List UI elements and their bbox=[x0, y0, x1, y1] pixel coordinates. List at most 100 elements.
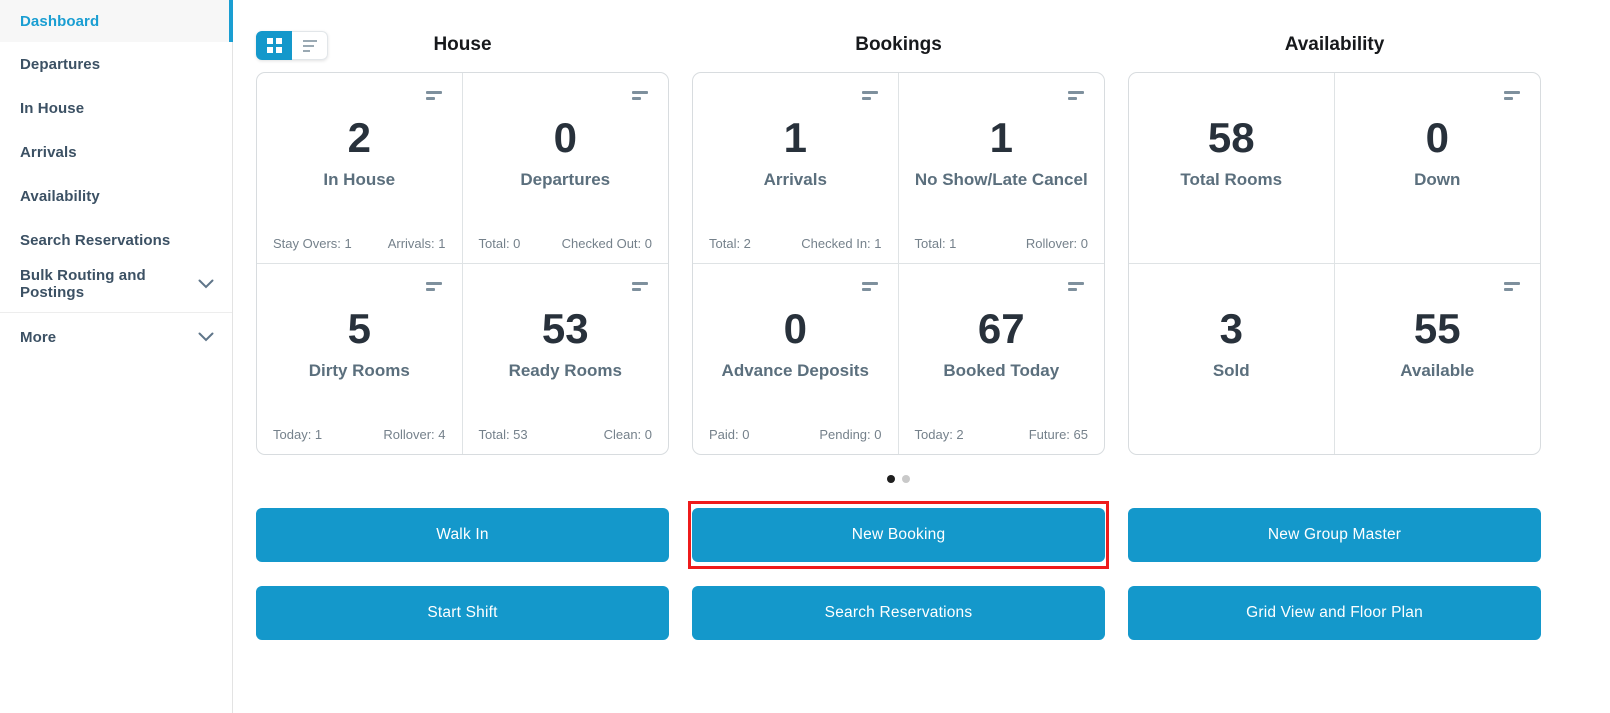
search-reservations-button[interactable]: Search Reservations bbox=[692, 586, 1105, 640]
sidebar-item-label: More bbox=[20, 328, 57, 346]
stat-value: 0 bbox=[553, 114, 577, 162]
stat-card-total-rooms: 58 Total Rooms bbox=[1129, 73, 1335, 264]
pagination-dot-2[interactable] bbox=[902, 475, 910, 483]
stat-panels-row: 2 In House Stay Overs: 1 Arrivals: 1 0 D… bbox=[256, 72, 1610, 455]
quick-action-buttons: Walk In New Booking New Group Master Sta… bbox=[256, 501, 1610, 640]
stat-card-body: 1 Arrivals bbox=[693, 73, 898, 263]
section-header-row: House Bookings Availability bbox=[256, 30, 1610, 60]
action-button-cell: Search Reservations bbox=[692, 586, 1105, 640]
stat-card-down: 0 Down bbox=[1334, 73, 1541, 264]
stat-card-footer: Total: 2 Checked In: 1 bbox=[709, 236, 882, 251]
chevron-down-icon bbox=[198, 279, 214, 289]
grid-view-toggle-button[interactable] bbox=[256, 31, 292, 60]
stat-footer-left: Today: 1 bbox=[273, 427, 323, 442]
new-group-master-button[interactable]: New Group Master bbox=[1128, 508, 1541, 562]
stat-label: Arrivals bbox=[763, 170, 827, 190]
sidebar-item-in-house[interactable]: In House bbox=[0, 86, 232, 130]
card-menu-icon[interactable] bbox=[425, 281, 442, 291]
stat-card-available: 55 Available bbox=[1335, 264, 1541, 455]
section-title-house: House bbox=[433, 34, 492, 55]
main-content: House Bookings Availability 2 In House Sta… bbox=[233, 0, 1610, 713]
stat-footer-right: Clean: 0 bbox=[603, 427, 652, 442]
sidebar-item-label: Search Reservations bbox=[20, 231, 171, 249]
stat-card-footer: Total: 1 Rollover: 0 bbox=[915, 236, 1089, 251]
stat-label: Available bbox=[1400, 361, 1475, 381]
stat-value: 53 bbox=[541, 305, 589, 353]
stat-card-body: 0 Advance Deposits bbox=[693, 264, 898, 455]
start-shift-button[interactable]: Start Shift bbox=[256, 586, 669, 640]
view-toggle bbox=[256, 31, 328, 60]
stat-card-body: 0 Down bbox=[1335, 73, 1541, 263]
stat-card-footer: Total: 0 Checked Out: 0 bbox=[479, 236, 653, 251]
sidebar-divider bbox=[0, 312, 232, 313]
action-button-cell: New Group Master bbox=[1128, 508, 1541, 562]
active-indicator-bar bbox=[229, 0, 233, 42]
stat-card-body: 53 Ready Rooms bbox=[463, 264, 669, 455]
stat-label: Advance Deposits bbox=[721, 361, 869, 381]
sidebar-item-departures[interactable]: Departures bbox=[0, 42, 232, 86]
sidebar-item-dashboard[interactable]: Dashboard bbox=[0, 0, 233, 42]
stat-footer-right: Rollover: 4 bbox=[383, 427, 446, 442]
stat-card-body: 5 Dirty Rooms bbox=[257, 264, 462, 455]
stat-value: 0 bbox=[783, 305, 807, 353]
sidebar-item-label: Availability bbox=[20, 187, 100, 205]
walk-in-button[interactable]: Walk In bbox=[256, 508, 669, 562]
list-view-toggle-button[interactable] bbox=[292, 31, 328, 60]
action-button-cell: New Booking bbox=[688, 501, 1109, 569]
stat-label: Ready Rooms bbox=[508, 361, 622, 381]
card-menu-icon[interactable] bbox=[861, 91, 878, 100]
sidebar-item-label: Dashboard bbox=[20, 12, 100, 30]
stat-label: No Show/Late Cancel bbox=[914, 170, 1088, 190]
stat-label: In House bbox=[323, 170, 396, 190]
sidebar-item-label: Bulk Routing and Postings bbox=[20, 267, 146, 301]
sidebar-item-availability[interactable]: Availability bbox=[0, 174, 232, 218]
stat-value: 1 bbox=[783, 114, 807, 162]
stat-value: 55 bbox=[1413, 305, 1461, 353]
stat-value: 67 bbox=[977, 305, 1025, 353]
card-menu-icon[interactable] bbox=[632, 91, 648, 100]
stat-card-body: 67 Booked Today bbox=[899, 264, 1105, 455]
stat-card-footer: Paid: 0 Pending: 0 bbox=[709, 427, 882, 442]
action-button-cell: Start Shift bbox=[256, 586, 669, 640]
card-menu-icon[interactable] bbox=[1504, 91, 1520, 100]
section-title-availability: Availability bbox=[1284, 34, 1385, 55]
stat-footer-right: Pending: 0 bbox=[819, 427, 882, 442]
sidebar-item-search-reservations[interactable]: Search Reservations bbox=[0, 218, 232, 262]
card-menu-icon[interactable] bbox=[425, 91, 442, 100]
stat-value: 5 bbox=[347, 305, 371, 353]
card-menu-icon[interactable] bbox=[1068, 91, 1084, 100]
sidebar-item-more[interactable]: More bbox=[0, 315, 232, 359]
stat-card-body: 2 In House bbox=[257, 73, 462, 263]
stat-footer-left: Today: 2 bbox=[914, 427, 964, 442]
stat-footer-right: Checked In: 1 bbox=[801, 235, 882, 251]
stat-card-departures: 0 Departures Total: 0 Checked Out: 0 bbox=[462, 73, 669, 264]
stat-label: Down bbox=[1414, 170, 1461, 190]
new-booking-button[interactable]: New Booking bbox=[692, 508, 1105, 562]
pagination-dot-1[interactable] bbox=[887, 475, 895, 483]
stat-card-body: 3 Sold bbox=[1129, 264, 1334, 455]
sidebar-item-label: Departures bbox=[20, 55, 101, 73]
stat-card-footer: Total: 53 Clean: 0 bbox=[479, 427, 653, 442]
card-menu-icon[interactable] bbox=[1068, 281, 1084, 291]
sidebar-item-bulk-routing-and-postings[interactable]: Bulk Routing and Postings bbox=[0, 262, 232, 306]
chevron-down-icon bbox=[198, 332, 214, 342]
sidebar-item-arrivals[interactable]: Arrivals bbox=[0, 130, 232, 174]
stat-card-body: 1 No Show/Late Cancel bbox=[899, 73, 1105, 263]
card-menu-icon[interactable] bbox=[861, 281, 878, 291]
grid-view-and-floor-plan-button[interactable]: Grid View and Floor Plan bbox=[1128, 586, 1541, 640]
card-menu-icon[interactable] bbox=[632, 281, 648, 291]
stat-card-footer: Today: 1 Rollover: 4 bbox=[273, 427, 446, 442]
stat-label: Total Rooms bbox=[1180, 170, 1283, 190]
stat-card-footer: Stay Overs: 1 Arrivals: 1 bbox=[273, 236, 446, 251]
stat-footer-left: Total: 0 bbox=[478, 235, 521, 251]
stat-footer-left: Total: 53 bbox=[478, 427, 528, 442]
stat-card-dirty-rooms: 5 Dirty Rooms Today: 1 Rollover: 4 bbox=[257, 263, 463, 455]
stat-card-booked-today: 67 Booked Today Today: 2 Future: 65 bbox=[899, 264, 1105, 455]
stat-panel-bookings: 1 Arrivals Total: 2 Checked In: 1 1 No S… bbox=[692, 72, 1105, 455]
stat-footer-left: Paid: 0 bbox=[709, 427, 750, 442]
card-menu-icon[interactable] bbox=[1504, 281, 1520, 291]
stat-value: 2 bbox=[347, 114, 371, 162]
stat-card-in-house: 2 In House Stay Overs: 1 Arrivals: 1 bbox=[257, 73, 463, 264]
stat-card-body: 0 Departures bbox=[463, 73, 669, 263]
sidebar: Dashboard Departures In House Arrivals A… bbox=[0, 0, 233, 713]
